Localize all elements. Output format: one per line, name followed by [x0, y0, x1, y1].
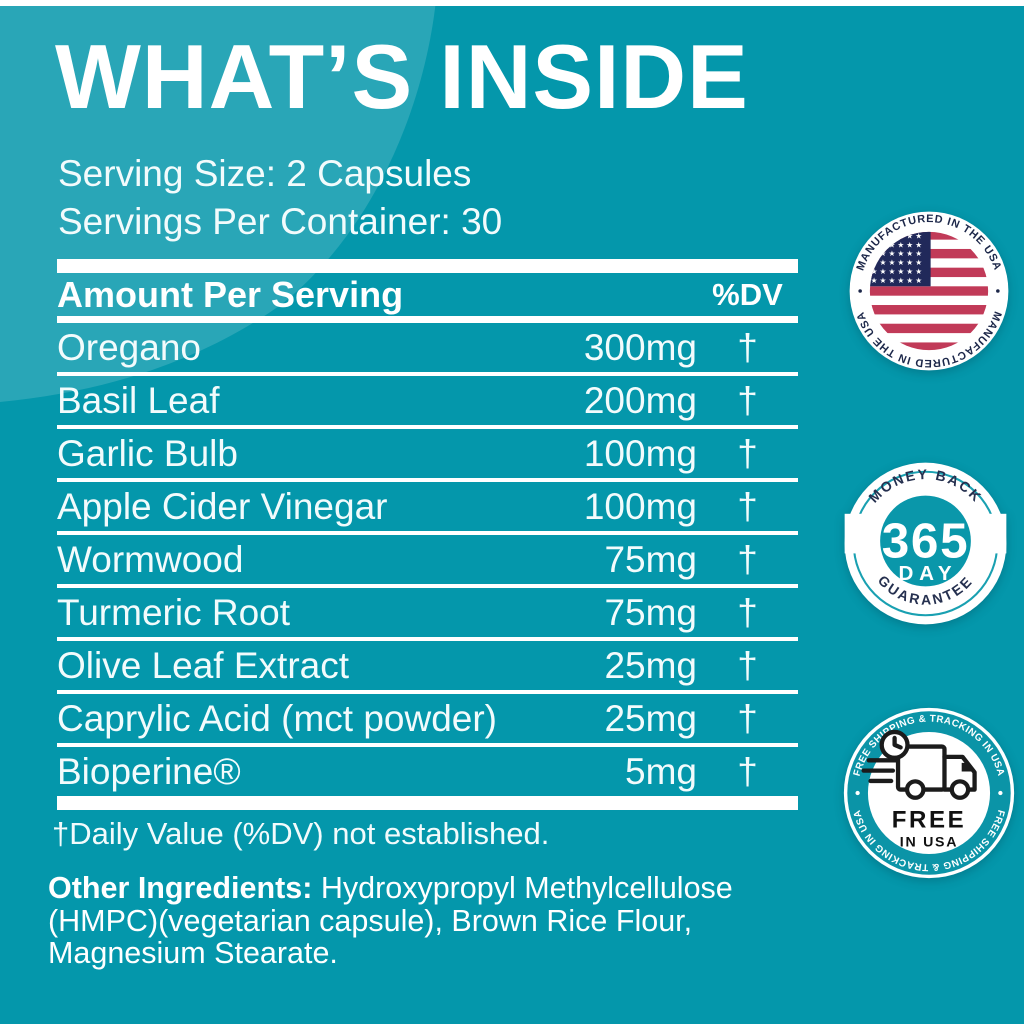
ingredient-amount: 75mg — [604, 538, 697, 580]
ingredient-amount: 100mg — [583, 485, 697, 527]
table-row: Oregano 300mg † — [57, 323, 798, 376]
other-ingredients-label: Other Ingredients: — [48, 871, 313, 905]
supplement-facts-table: Amount Per Serving %DV Oregano 300mg † B… — [52, 259, 798, 852]
table-row: Caprylic Acid (mct powder) 25mg † — [57, 694, 798, 747]
other-ingredients: Other Ingredients: Hydroxypropyl Methylc… — [48, 872, 733, 970]
ingredient-name: Turmeric Root — [57, 591, 291, 633]
serving-info: Serving Size: 2 Capsules Servings Per Co… — [58, 150, 502, 246]
table-row: Garlic Bulb 100mg † — [57, 429, 798, 482]
ingredient-dv: † — [737, 379, 758, 421]
free-shipping-badge: FREE SHIPPING & TRACKING IN USA FREE SHI… — [843, 707, 1015, 879]
other-ingredients-line2: (HMPC)(vegetarian capsule), Brown Rice F… — [48, 903, 693, 938]
ingredient-name: Garlic Bulb — [57, 432, 238, 474]
ingredient-dv: † — [737, 750, 758, 792]
shipping-free-text: FREE — [892, 806, 967, 833]
made-in-usa-badge: ★★★★★★ ★★★★★★ ★★★★★★ ★★★★★★ ★★★★★★ ★★★★★… — [849, 211, 1009, 371]
ingredient-dv: † — [737, 326, 758, 368]
table-row: Turmeric Root 75mg † — [57, 588, 798, 641]
table-row: Wormwood 75mg † — [57, 535, 798, 588]
table-row: Apple Cider Vinegar 100mg † — [57, 482, 798, 535]
svg-text:★★★★★★: ★★★★★★ — [871, 276, 925, 285]
ingredient-name: Caprylic Acid (mct powder) — [57, 697, 498, 739]
ingredient-amount: 5mg — [625, 750, 697, 792]
page-title: WHAT’S INSIDE — [55, 27, 749, 128]
ingredient-dv: † — [737, 485, 758, 527]
table-row: Bioperine® 5mg † — [57, 747, 798, 796]
ingredient-amount: 25mg — [604, 644, 697, 686]
ingredient-dv: † — [737, 697, 758, 739]
dv-footnote: †Daily Value (%DV) not established. — [52, 816, 550, 851]
us-flag-icon: ★★★★★★ ★★★★★★ ★★★★★★ ★★★★★★ ★★★★★★ ★★★★★… — [869, 231, 989, 351]
top-white-strip — [0, 0, 1024, 6]
column-header-dv: %DV — [712, 276, 783, 312]
ingredient-dv: † — [737, 644, 758, 686]
ingredient-amount: 200mg — [583, 379, 697, 421]
money-back-guarantee-badge: 365 DAY MONEY BACK GUARANTEE — [844, 462, 1007, 625]
ingredient-amount: 25mg — [604, 697, 697, 739]
table-top-bar — [57, 259, 798, 273]
table-row: Olive Leaf Extract 25mg † — [57, 641, 798, 694]
ingredient-dv: † — [737, 432, 758, 474]
svg-text:★★★★★★: ★★★★★★ — [871, 258, 925, 267]
ingredient-amount: 100mg — [583, 432, 697, 474]
other-ingredients-line3: Magnesium Stearate. — [48, 936, 338, 970]
ingredient-name: Olive Leaf Extract — [57, 644, 350, 686]
delivery-truck-icon — [861, 729, 977, 800]
table-row: Basil Leaf 200mg † — [57, 376, 798, 429]
ingredient-name: Bioperine® — [57, 750, 241, 792]
ingredient-name: Basil Leaf — [57, 379, 220, 421]
shipping-in-usa-text: IN USA — [900, 834, 958, 850]
guarantee-day-text: DAY — [898, 562, 957, 585]
ingredient-amount: 75mg — [604, 591, 697, 633]
ingredient-name: Oregano — [57, 326, 201, 368]
column-header-amount-per-serving: Amount Per Serving — [57, 273, 404, 315]
ingredient-amount: 300mg — [583, 326, 697, 368]
svg-text:★★★★★★: ★★★★★★ — [871, 249, 925, 258]
ingredient-dv: † — [737, 538, 758, 580]
table-bottom-bar — [57, 796, 798, 810]
svg-text:★★★★★★: ★★★★★★ — [871, 240, 925, 249]
ingredient-name: Apple Cider Vinegar — [57, 485, 388, 527]
table-header-divider — [57, 316, 798, 323]
ingredient-name: Wormwood — [57, 538, 244, 580]
guarantee-365-text: 365 — [882, 514, 970, 569]
other-ingredients-line1: Other Ingredients: Hydroxypropyl Methylc… — [48, 871, 733, 905]
table-header-row: Amount Per Serving %DV — [57, 273, 798, 316]
serving-size-text: Serving Size: 2 Capsules — [58, 153, 472, 194]
servings-per-container-text: Servings Per Container: 30 — [58, 201, 503, 242]
ingredient-dv: † — [737, 591, 758, 633]
svg-text:★★★★★★: ★★★★★★ — [871, 267, 925, 276]
